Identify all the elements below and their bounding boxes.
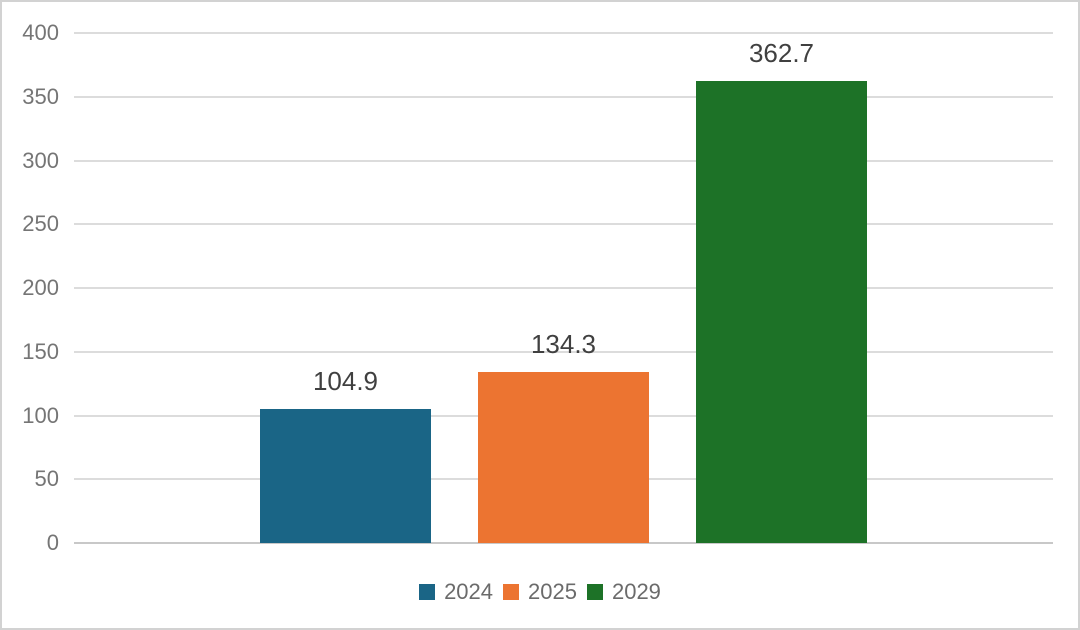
y-axis-tick-label: 250 [22, 211, 59, 237]
legend: 2024 2025 2029 [2, 577, 1078, 607]
legend-label-2024: 2024 [444, 579, 494, 604]
legend-item-2024: 2024 [419, 577, 493, 607]
gridline [74, 223, 1053, 226]
gridline [74, 350, 1053, 353]
y-axis-tick-label: 200 [22, 275, 59, 300]
y-axis-tick-label: 300 [22, 147, 59, 173]
gridline [74, 95, 1053, 98]
bar-2024 [260, 409, 431, 543]
legend-item-2025: 2025 [503, 577, 577, 607]
bar-value-label-2024: 104.9 [312, 366, 379, 397]
y-axis-tick-label: 100 [22, 402, 59, 428]
bar-2029 [696, 80, 867, 543]
gridline [74, 287, 1053, 289]
gridline [74, 32, 1053, 34]
legend-swatch-icon-2025 [503, 584, 520, 600]
y-axis-tick-label: 150 [22, 338, 59, 364]
legend-swatch-icon-2029 [586, 584, 603, 600]
gridline [74, 159, 1053, 162]
legend-item-2029: 2029 [586, 577, 661, 607]
legend-label-2029: 2029 [611, 579, 661, 604]
legend-swatch-icon-2024 [419, 584, 436, 600]
legend-label-2025: 2025 [528, 579, 577, 604]
bar-value-label-2029: 362.7 [748, 37, 815, 68]
bar-2025 [478, 371, 649, 543]
y-axis-tick-label: 50 [34, 466, 59, 492]
x-axis-line [74, 542, 1053, 544]
y-axis-tick-label: 350 [22, 83, 59, 109]
y-axis-tick-label: 0 [46, 530, 59, 555]
bar-value-label-2025: 134.3 [530, 328, 597, 359]
y-axis-tick-label: 400 [22, 20, 59, 45]
